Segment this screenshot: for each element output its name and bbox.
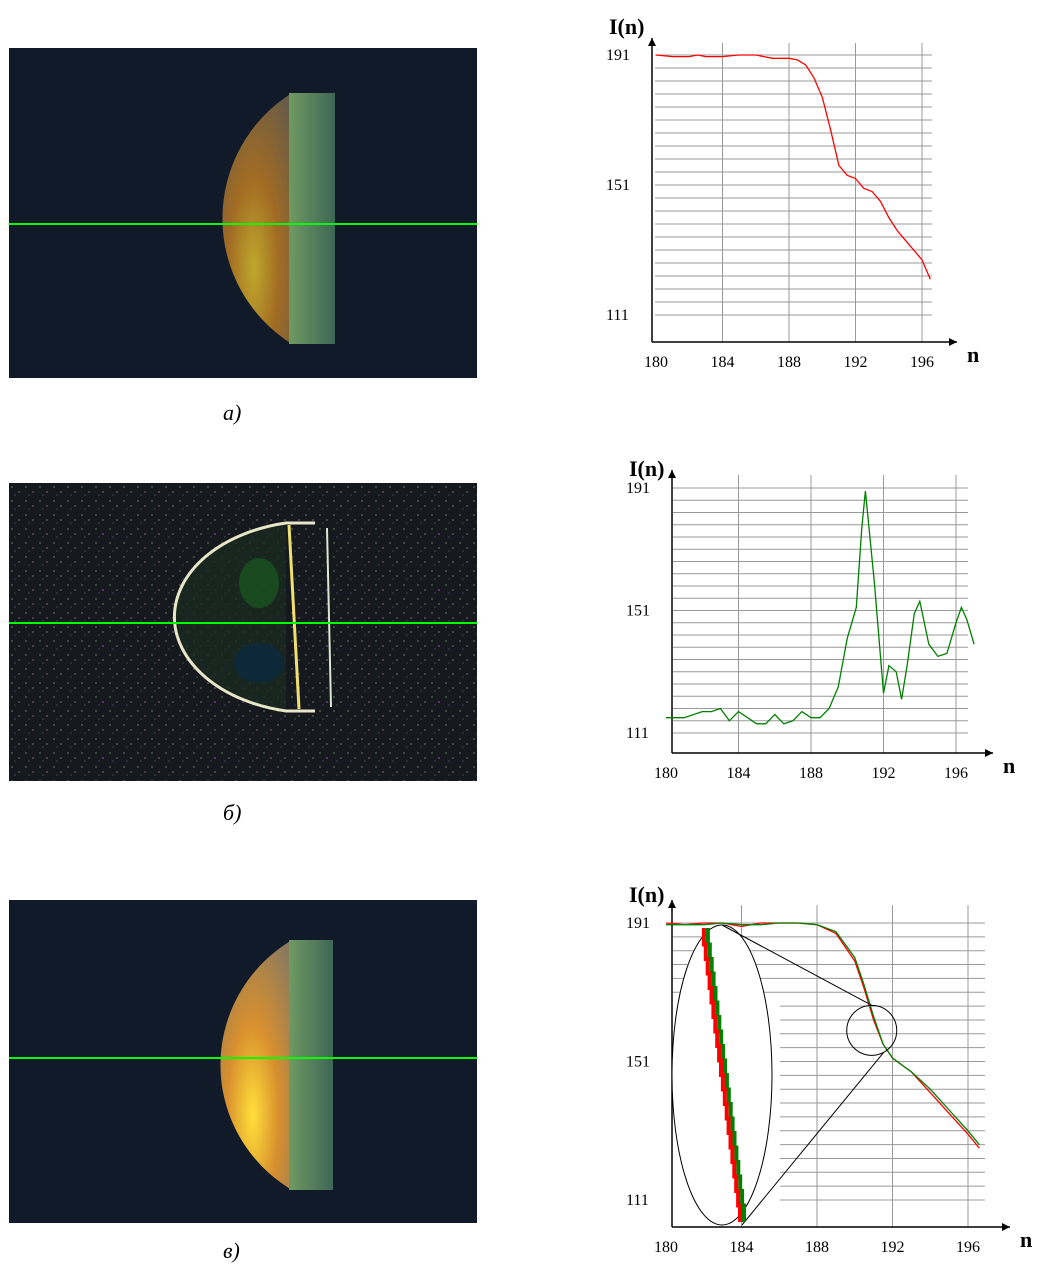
x-tick-label: 196: [956, 1239, 980, 1256]
x-tick-label: 196: [910, 354, 934, 371]
y-tick-label: 151: [626, 1054, 650, 1071]
x-tick-label: 188: [799, 765, 823, 782]
magnifier-connector: [721, 924, 872, 1006]
magnifier-connector: [741, 1052, 885, 1226]
caption-c: в): [223, 1238, 240, 1263]
x-tick-label: 180: [654, 1239, 678, 1256]
y-axis-title: I(n): [629, 456, 664, 481]
y-tick-label: 191: [626, 915, 650, 932]
magnified-red-line: [701, 928, 742, 1222]
x-tick-label: 188: [805, 1239, 829, 1256]
caption-b: б): [223, 800, 242, 825]
y-axis-arrow: [668, 470, 676, 478]
x-axis-title: n: [1020, 1227, 1032, 1252]
series-line-0: [666, 491, 975, 725]
x-tick-label: 184: [727, 765, 751, 782]
photo-a: [9, 48, 477, 378]
x-axis-arrow: [985, 749, 993, 757]
x-tick-label: 180: [644, 354, 668, 371]
y-tick-label: 151: [606, 177, 630, 194]
y-tick-label: 151: [626, 603, 650, 620]
series-line-1: [666, 922, 980, 1146]
x-tick-label: 180: [654, 765, 678, 782]
series-line-0: [655, 54, 931, 280]
y-axis-title: I(n): [609, 14, 644, 39]
magnified-green-line: [705, 928, 746, 1222]
x-axis-title: n: [1003, 753, 1015, 778]
y-axis-arrow: [648, 38, 656, 46]
y-axis-title: I(n): [629, 882, 664, 907]
chart-2: I(n) n 191 151 111 180 184 188 192 196: [626, 882, 1032, 1256]
y-tick-label: 191: [606, 47, 630, 64]
x-tick-label: 192: [844, 354, 868, 371]
y-tick-label: 111: [626, 725, 649, 742]
x-axis-arrow: [949, 338, 957, 346]
y-tick-label: 111: [606, 307, 629, 324]
y-axis-arrow: [668, 900, 676, 908]
photo-b: [9, 483, 477, 781]
y-tick-label: 191: [626, 480, 650, 497]
x-tick-label: 184: [711, 354, 735, 371]
chart-0: I(n) n 191 151 111 180 184 188 192 196: [606, 14, 979, 371]
x-tick-label: 184: [730, 1239, 754, 1256]
x-tick-label: 188: [777, 354, 801, 371]
x-tick-label: 192: [872, 765, 896, 782]
x-tick-label: 192: [881, 1239, 905, 1256]
y-tick-label: 111: [626, 1192, 649, 1209]
photo-c: [9, 900, 477, 1223]
x-tick-label: 196: [944, 765, 968, 782]
chart-1: I(n) n 191 151 111 180 184 188 192 196: [626, 456, 1015, 782]
x-axis-title: n: [967, 342, 979, 367]
caption-a: a): [223, 400, 242, 425]
x-axis-arrow: [1002, 1223, 1010, 1231]
